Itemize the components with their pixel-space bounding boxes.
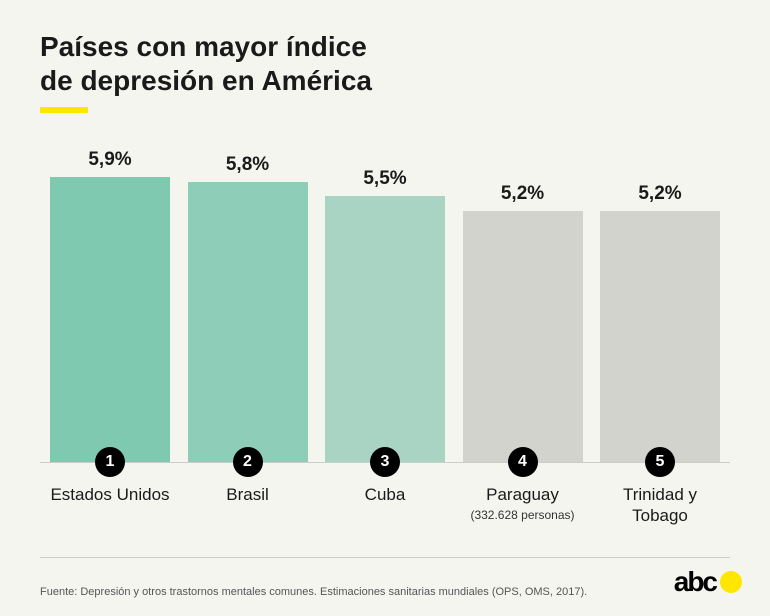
bar-wrap: 5,2%4: [463, 183, 583, 462]
logo-text: abc: [674, 566, 716, 598]
country-label: Paraguay(332.628 personas): [463, 485, 583, 526]
bar: [463, 211, 583, 462]
chart-title: Países con mayor índicede depresión en A…: [40, 30, 730, 97]
bar: [50, 177, 170, 462]
bar: [600, 211, 720, 462]
country-sub-label: (332.628 personas): [463, 508, 583, 522]
chart-area: 5,9%15,8%25,5%35,2%45,2%5: [40, 143, 730, 463]
bar-value-label: 5,2%: [638, 183, 681, 205]
rank-badge: 4: [508, 447, 538, 477]
chart-container: Países con mayor índicede depresión en A…: [0, 0, 770, 616]
rank-badge: 3: [370, 447, 400, 477]
rank-badge: 2: [233, 447, 263, 477]
rank-badge: 5: [645, 447, 675, 477]
bar-wrap: 5,2%5: [600, 183, 720, 462]
bar-value-label: 5,5%: [363, 168, 406, 190]
country-label: Brasil: [188, 485, 308, 526]
bar-value-label: 5,2%: [501, 183, 544, 205]
logo: abc: [674, 566, 730, 598]
bar-value-label: 5,9%: [88, 149, 131, 171]
bar: [325, 196, 445, 462]
country-label: Trinidad y Tobago: [600, 485, 720, 526]
country-label: Estados Unidos: [50, 485, 170, 526]
rank-badge: 1: [95, 447, 125, 477]
accent-bar: [40, 107, 88, 113]
country-label: Cuba: [325, 485, 445, 526]
bar-value-label: 5,8%: [226, 154, 269, 176]
bar-wrap: 5,8%2: [188, 154, 308, 462]
footer: Fuente: Depresión y otros trastornos men…: [40, 557, 730, 598]
bar-wrap: 5,5%3: [325, 168, 445, 462]
bar-wrap: 5,9%1: [50, 149, 170, 462]
logo-dot-icon: [720, 571, 742, 593]
bar: [188, 182, 308, 462]
source-text: Fuente: Depresión y otros trastornos men…: [40, 586, 587, 598]
